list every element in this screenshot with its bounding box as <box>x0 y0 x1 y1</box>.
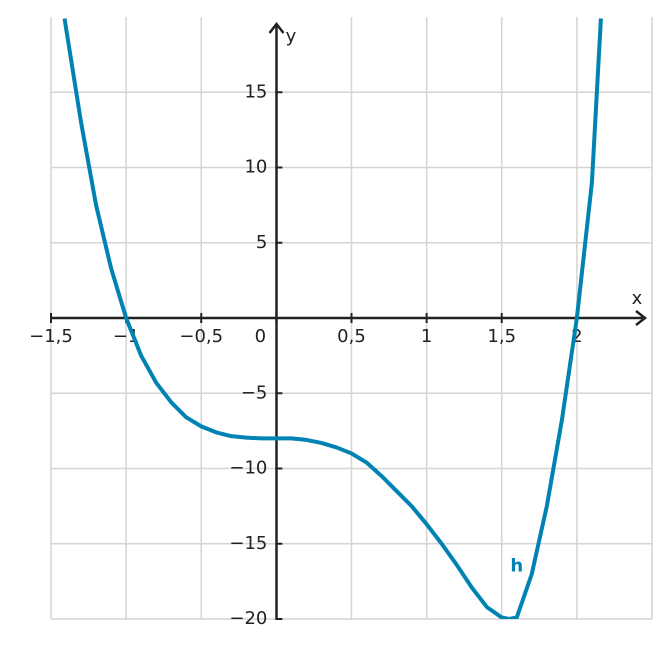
x-tick-label: 0,5 <box>337 326 366 347</box>
x-tick-label: −0,5 <box>179 326 223 347</box>
x-tick-label: 1,5 <box>487 326 516 347</box>
x-axis-label: x <box>632 288 643 309</box>
y-axis-arrow <box>268 21 285 34</box>
y-tick-label: 15 <box>244 81 267 102</box>
x-axis-arrow <box>635 310 648 326</box>
y-tick-label: −20 <box>229 608 267 629</box>
y-tick-label: −15 <box>229 533 267 554</box>
y-tick-label: −10 <box>229 458 267 479</box>
y-tick-label: 10 <box>244 157 267 178</box>
y-axis-label: y <box>286 26 297 47</box>
series-line <box>62 18 603 619</box>
x-tick-label: −1,5 <box>29 326 73 347</box>
x-tick-label: 1 <box>421 326 432 347</box>
x-tick-label: 0 <box>255 326 266 347</box>
y-tick-label: 5 <box>256 232 267 253</box>
x-tick-label: 2 <box>571 326 582 347</box>
y-tick-label: −5 <box>241 382 268 403</box>
series-label: h <box>510 555 523 576</box>
